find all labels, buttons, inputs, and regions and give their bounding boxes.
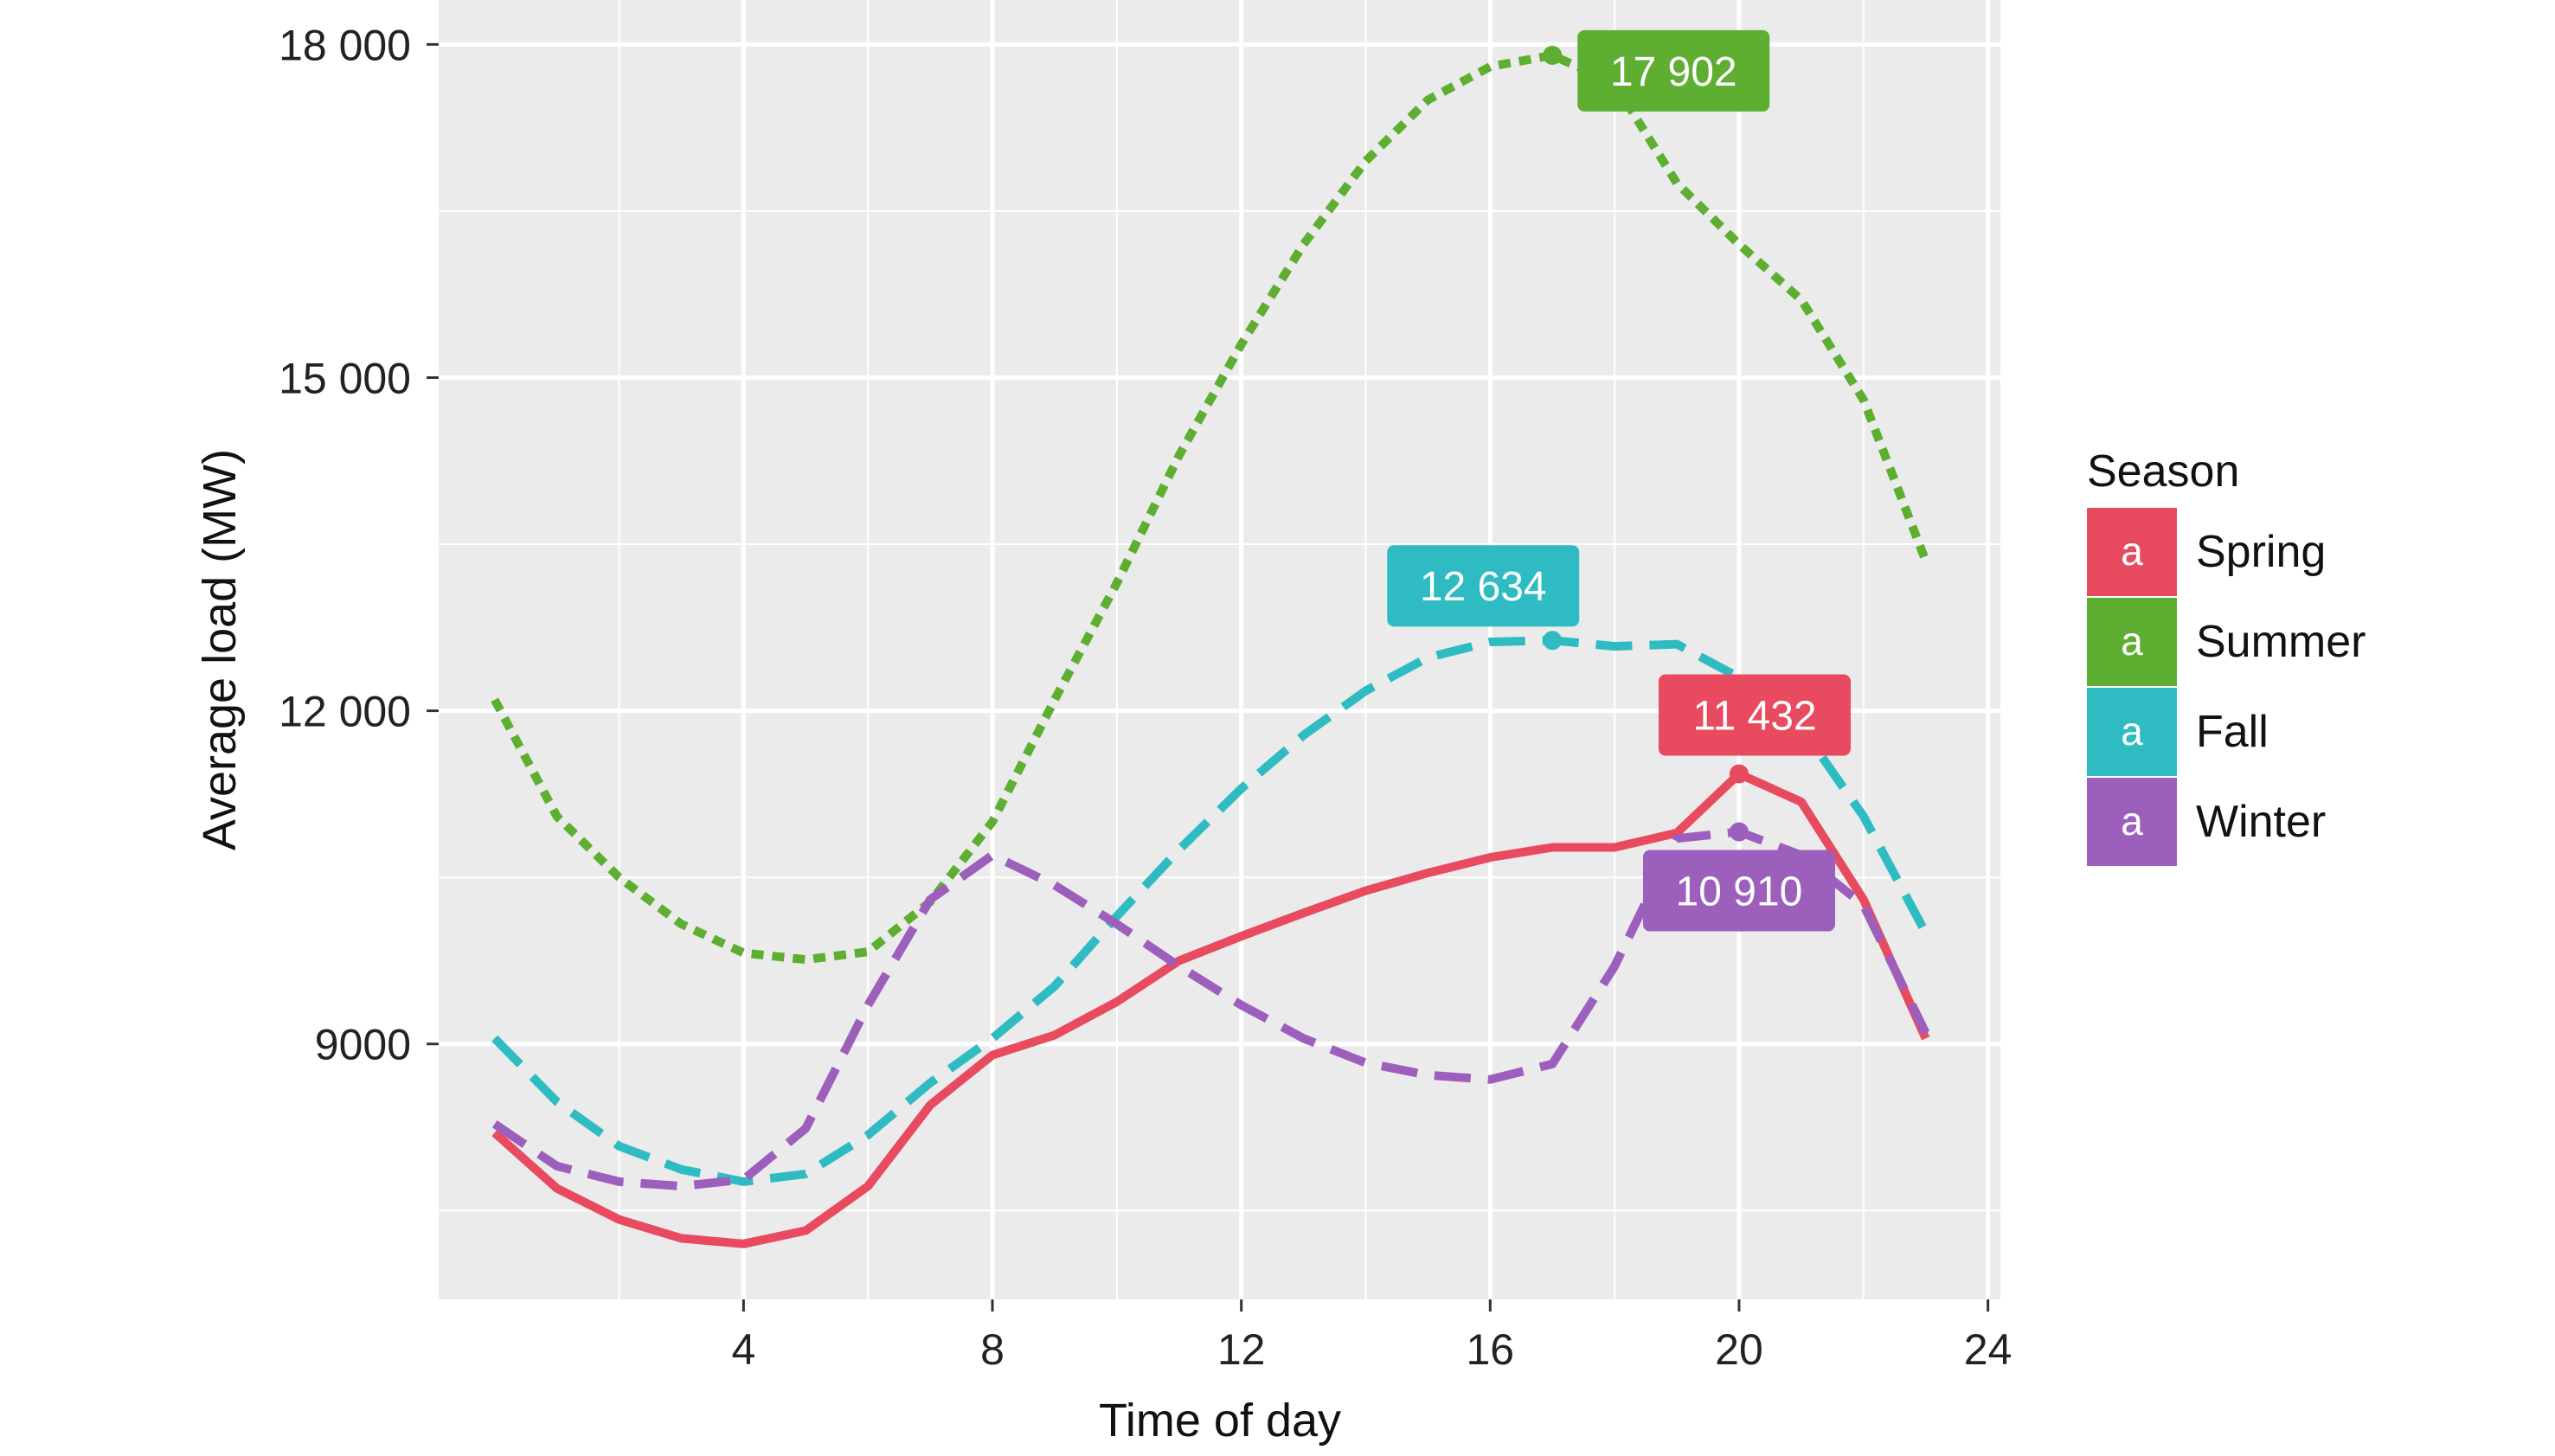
peak-point-winter (1729, 822, 1749, 842)
legend-swatch-spring (2087, 508, 2177, 596)
series-lines (491, 50, 1930, 1248)
series-line-summer (491, 50, 1930, 965)
x-axis-title: Time of day (1099, 1395, 1341, 1446)
peak-label-box-spring (1658, 674, 1851, 756)
peak-label-box-summer (1577, 29, 1770, 112)
legend-label-fall: Fall (2196, 707, 2269, 757)
legend-glyph-winter: a (2121, 799, 2143, 843)
peak-label-summer: 17 902 (1610, 49, 1737, 95)
x-tick-label: 8 (980, 1325, 1005, 1374)
legend-title: Season (2087, 446, 2239, 497)
peak-labels: 11 432 17 902 12 634 10 910 (1387, 29, 1851, 932)
x-tick-label: 24 (1964, 1325, 2013, 1374)
peak-point-fall (1543, 631, 1563, 651)
y-tick-label: 9000 (315, 1021, 411, 1069)
legend-glyph-summer: a (2121, 619, 2143, 664)
x-tick-label: 16 (1467, 1325, 1515, 1374)
x-tick-label: 20 (1715, 1325, 1763, 1374)
legend-swatch-winter (2087, 778, 2177, 866)
legend: Season a Spring a Summer a Fall a Winter (2087, 446, 2366, 866)
legend-label-spring: Spring (2196, 527, 2326, 577)
peak-label-box-winter (1642, 850, 1835, 932)
peak-label-spring: 11 432 (1692, 694, 1816, 740)
y-tick-label: 12 000 (279, 688, 411, 736)
x-tick-label: 12 (1217, 1325, 1266, 1374)
x-axis: 4 8 12 16 20 24 (731, 1299, 2012, 1374)
series-line-winter (491, 827, 1930, 1191)
x-tick-label: 4 (731, 1325, 755, 1374)
legend-glyph-fall: a (2121, 709, 2143, 754)
y-axis-title: Average load (MW) (194, 449, 246, 850)
legend-keys: a Spring a Summer a Fall a Winter (2087, 508, 2366, 866)
y-tick-label: 18 000 (279, 21, 411, 69)
legend-swatch-summer (2087, 598, 2177, 686)
peak-label-box-fall (1387, 545, 1580, 627)
peak-point-summer (1543, 45, 1563, 65)
legend-label-summer: Summer (2196, 617, 2366, 667)
peak-point-spring (1729, 764, 1749, 784)
peak-label-fall: 12 634 (1420, 564, 1547, 610)
legend-swatch-fall (2087, 688, 2177, 776)
y-tick-label: 15 000 (279, 354, 411, 402)
legend-label-winter: Winter (2196, 797, 2326, 847)
peak-label-winter: 10 910 (1676, 869, 1803, 915)
panel-background (439, 0, 2000, 1299)
series-line-spring (491, 769, 1930, 1248)
legend-glyph-spring: a (2121, 529, 2143, 574)
series-line-fall (491, 636, 1930, 1186)
y-axis: 9000 12 000 15 000 18 000 (279, 21, 439, 1069)
